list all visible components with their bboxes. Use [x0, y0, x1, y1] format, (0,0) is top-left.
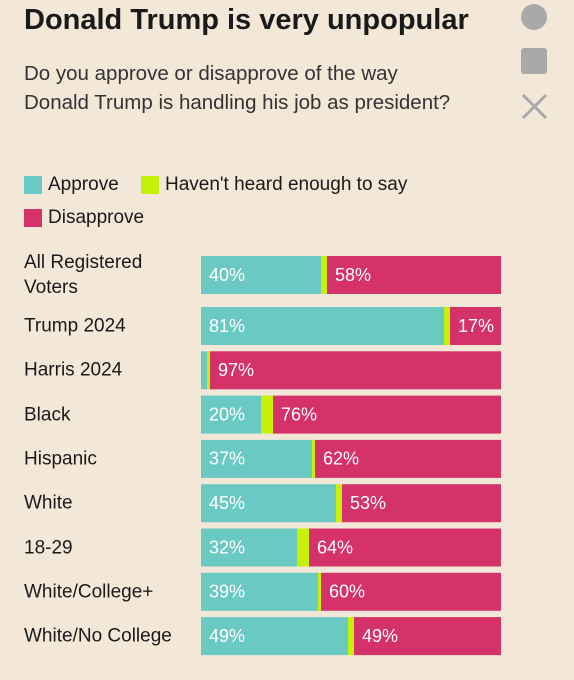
- chart-title: Donald Trump is very unpopular: [24, 4, 469, 36]
- bar-segment: [315, 439, 501, 478]
- bar-segment: [201, 572, 318, 611]
- legend-item: Disapprove: [24, 207, 144, 229]
- legend-swatch: [24, 176, 42, 194]
- bar-segment: [450, 307, 501, 345]
- bar-segment: [348, 617, 354, 656]
- data-label: 49%: [362, 626, 398, 646]
- data-label: 53%: [350, 493, 386, 513]
- bar-segment: [327, 256, 501, 294]
- bar-segment: [321, 572, 501, 611]
- bar-segment: [318, 572, 321, 611]
- bar-segment: [354, 617, 501, 656]
- bar-segment: [201, 439, 312, 478]
- data-label: 58%: [335, 265, 371, 285]
- category-label: Harris 2024: [24, 359, 123, 381]
- bar-segment: [321, 256, 327, 294]
- category-label: White/College+: [24, 581, 154, 603]
- category-label: Hispanic: [24, 448, 97, 470]
- bar-segment: [207, 351, 210, 390]
- category-label: Trump 2024: [24, 315, 126, 337]
- category-label: Black: [24, 404, 71, 426]
- data-label: 49%: [209, 626, 245, 646]
- bar-segment: [201, 351, 207, 390]
- data-label: 64%: [317, 537, 353, 557]
- category-label: 18-29: [24, 537, 73, 558]
- category-label: White/No College: [24, 625, 172, 647]
- legend-label: Approve: [48, 174, 119, 195]
- bar-segment: [210, 351, 501, 390]
- data-label: 17%: [458, 316, 494, 336]
- bar-segment: [444, 307, 450, 345]
- data-label: 60%: [329, 582, 365, 602]
- legend-item: Approve: [24, 174, 119, 196]
- data-label: 76%: [281, 404, 317, 424]
- legend-swatch: [141, 176, 159, 194]
- bar-segment: [297, 528, 309, 567]
- bar-segment: [273, 395, 501, 434]
- bar-segment: [201, 484, 336, 523]
- chart-subtitle: Do you approve or disapprove of the way …: [24, 62, 451, 114]
- data-label: 37%: [209, 449, 245, 469]
- bar-segment: [201, 528, 297, 567]
- bar-segment: [201, 395, 261, 434]
- bar-segment: [201, 307, 444, 345]
- category-label: White: [24, 492, 73, 514]
- data-label: 62%: [323, 449, 359, 469]
- data-label: 81%: [209, 316, 245, 336]
- legend-item: Haven't heard enough to say: [141, 174, 407, 196]
- bar-segment: [201, 617, 348, 656]
- bar-segment: [201, 256, 321, 294]
- legend-label: Haven't heard enough to say: [165, 174, 408, 195]
- bar-segment: [336, 484, 342, 523]
- bar-segment: [312, 439, 315, 478]
- facebook-icon[interactable]: [521, 4, 547, 30]
- share-icons[interactable]: [521, 4, 548, 120]
- bar-segment: [342, 484, 501, 523]
- bar-segment: [261, 395, 273, 434]
- data-label: 45%: [209, 493, 245, 513]
- legend-swatch: [24, 209, 42, 227]
- data-label: 39%: [209, 582, 245, 602]
- data-label: 20%: [209, 404, 245, 424]
- linkedin-icon[interactable]: [521, 48, 547, 74]
- x-icon[interactable]: [521, 93, 548, 120]
- legend-label: Disapprove: [48, 207, 145, 228]
- bar-segment: [309, 528, 501, 567]
- data-label: 97%: [218, 360, 254, 380]
- category-label: All Registered Voters: [24, 252, 143, 298]
- data-label: 40%: [209, 265, 245, 285]
- data-label: 32%: [209, 537, 245, 557]
